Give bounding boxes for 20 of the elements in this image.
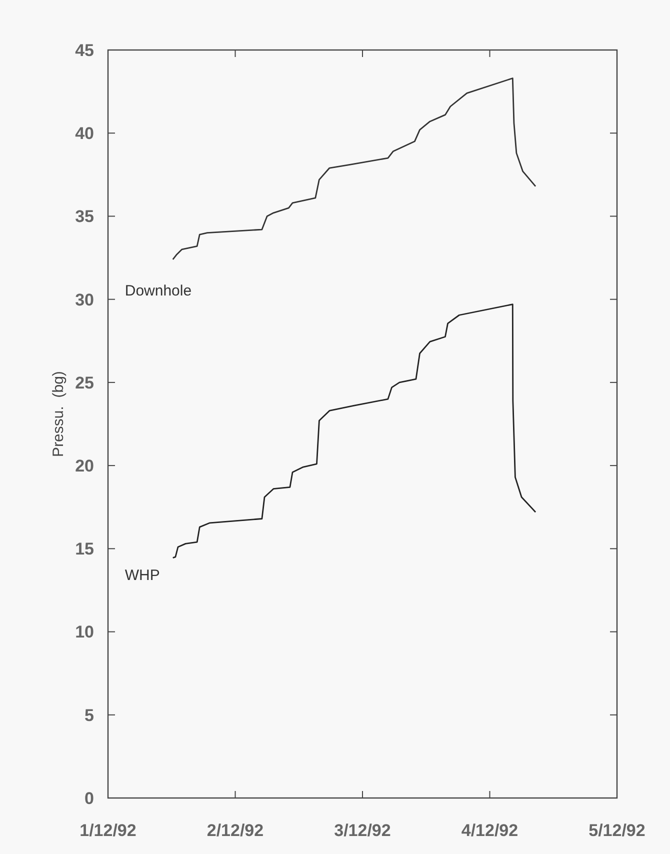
series-label: WHP <box>124 566 160 584</box>
series-label: Downhole <box>124 282 192 300</box>
y-tick-label: 30 <box>75 290 94 310</box>
line-series <box>172 78 536 260</box>
y-tick-label: 45 <box>75 40 94 60</box>
y-tick-label: 20 <box>75 456 94 476</box>
x-tick-label: 2/12/92 <box>206 821 264 840</box>
y-tick-label: 15 <box>75 540 94 559</box>
line-series <box>172 304 536 559</box>
y-tick-label: 40 <box>75 124 94 144</box>
x-tick-label: 5/12/92 <box>588 821 646 840</box>
y-tick-label: 35 <box>75 207 94 226</box>
x-tick-label: 1/12/92 <box>80 821 136 840</box>
y-axis-title: Pressu. (bg) <box>50 371 67 457</box>
x-tick-label: 3/12/92 <box>334 821 391 840</box>
y-tick-label: 10 <box>75 622 94 642</box>
y-tick-label: 0 <box>84 788 94 808</box>
y-tick-label: 5 <box>84 706 94 725</box>
y-tick-label: 25 <box>75 373 94 392</box>
x-tick-label: 4/12/92 <box>461 821 518 840</box>
